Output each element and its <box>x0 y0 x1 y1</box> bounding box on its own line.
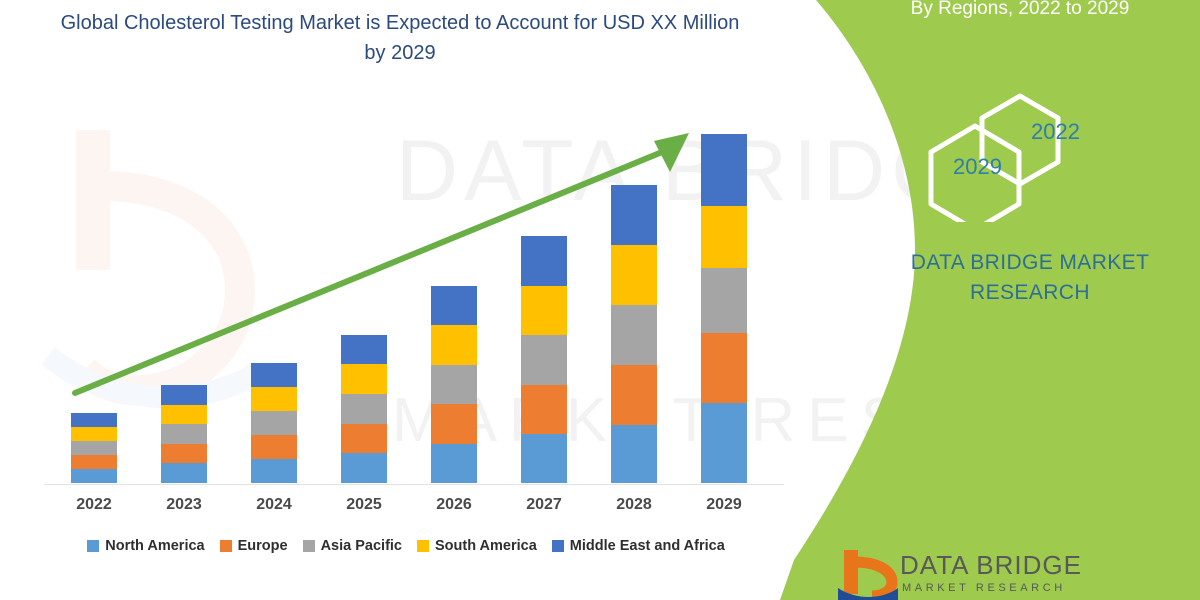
bar-segment[interactable] <box>251 434 297 459</box>
x-axis-line <box>44 484 784 485</box>
bar-segment[interactable] <box>161 385 207 405</box>
legend-item[interactable]: Europe <box>219 538 288 554</box>
hexagon-badge-group: 2022 2029 <box>925 92 1115 233</box>
bridge-logo-icon <box>838 550 898 600</box>
bar-2026[interactable] <box>431 285 477 483</box>
bar-segment[interactable] <box>701 332 747 404</box>
bar-segment[interactable] <box>521 384 567 434</box>
bar-segment[interactable] <box>251 362 297 387</box>
bar-segment[interactable] <box>341 364 387 395</box>
green-side-panel <box>780 0 1200 600</box>
bar-2028[interactable] <box>611 185 657 483</box>
bar-segment[interactable] <box>611 365 657 426</box>
bar-segment[interactable] <box>431 404 477 444</box>
bar-segment[interactable] <box>161 463 207 483</box>
bar-segment[interactable] <box>431 285 477 326</box>
hexagon-label-2029: 2029 <box>953 154 1002 179</box>
bar-segment[interactable] <box>521 286 567 336</box>
legend-item[interactable]: Asia Pacific <box>302 538 402 554</box>
bar-2022[interactable] <box>71 413 117 483</box>
legend-swatch-icon <box>417 540 429 552</box>
bar-segment[interactable] <box>611 185 657 246</box>
company-logo: DATA BRIDGE MARKET RESEARCH <box>838 548 1168 600</box>
company-logo-tagline: MARKET RESEARCH <box>902 582 1066 594</box>
bar-segment[interactable] <box>431 364 477 405</box>
bar-segment[interactable] <box>161 404 207 425</box>
hexagon-label-2022: 2022 <box>1031 119 1080 144</box>
legend-item[interactable]: Middle East and Africa <box>551 538 725 554</box>
chart-area: Global Cholesterol Testing Market is Exp… <box>0 12 820 554</box>
green-panel-shape <box>780 0 1200 600</box>
bar-segment[interactable] <box>251 458 297 483</box>
legend-label: South America <box>435 538 537 554</box>
legend-swatch-icon <box>302 540 315 552</box>
legend-swatch-icon <box>87 540 100 552</box>
bar-2025[interactable] <box>341 334 387 483</box>
bar-segment[interactable] <box>341 334 387 365</box>
legend-item[interactable]: North America <box>87 538 205 554</box>
bar-segment[interactable] <box>71 441 117 456</box>
bar-segment[interactable] <box>521 236 567 287</box>
bar-segment[interactable] <box>71 427 117 442</box>
legend-label: Asia Pacific <box>320 538 402 554</box>
legend-label: Europe <box>237 538 288 554</box>
bar-segment[interactable] <box>71 469 117 483</box>
x-axis-label-2024: 2024 <box>256 496 292 513</box>
panel-brand-block: DATA BRIDGE MARKET RESEARCH <box>880 248 1180 308</box>
legend-label: North America <box>105 538 205 554</box>
bar-2027[interactable] <box>521 236 567 483</box>
panel-brand-line2: RESEARCH <box>970 281 1090 304</box>
x-axis-label-2025: 2025 <box>346 496 382 513</box>
x-axis-label-2029: 2029 <box>706 496 742 513</box>
x-axis-label-2028: 2028 <box>616 496 652 513</box>
chart-title: Global Cholesterol Testing Market is Exp… <box>60 12 740 64</box>
bar-segment[interactable] <box>71 413 117 428</box>
legend-item[interactable]: South America <box>417 538 537 554</box>
bar-segment[interactable] <box>251 410 297 435</box>
chart-plot: 2022 2023 2024 2025 2026 2027 2028 2029 <box>0 133 820 524</box>
bar-segment[interactable] <box>521 433 567 483</box>
company-logo-name: DATA BRIDGE <box>900 550 1082 580</box>
panel-heading: By Regions, 2022 to 2029 <box>910 0 1130 19</box>
bar-segment[interactable] <box>431 325 477 365</box>
bar-segment[interactable] <box>431 443 477 483</box>
bar-segment[interactable] <box>701 134 747 206</box>
bar-segment[interactable] <box>71 455 117 470</box>
bar-segment[interactable] <box>341 394 387 424</box>
x-axis-labels: 2022 2023 2024 2025 2026 2027 2028 2029 <box>0 496 820 524</box>
bar-segment[interactable] <box>341 453 387 483</box>
legend-swatch-icon <box>551 540 564 552</box>
bar-segment[interactable] <box>701 268 747 333</box>
legend-label: Middle East and Africa <box>569 538 725 554</box>
x-axis-label-2027: 2027 <box>526 496 562 513</box>
legend-swatch-icon <box>219 540 232 552</box>
x-axis-label-2026: 2026 <box>436 496 472 513</box>
bar-segment[interactable] <box>611 245 657 306</box>
bar-segment[interactable] <box>701 403 747 483</box>
bar-segment[interactable] <box>611 425 657 483</box>
bar-segment[interactable] <box>251 386 297 411</box>
bar-segment[interactable] <box>161 443 207 464</box>
bar-2024[interactable] <box>251 362 297 483</box>
bar-segment[interactable] <box>611 305 657 366</box>
x-axis-label-2023: 2023 <box>166 496 202 513</box>
chart-legend: North America Europe Asia Pacific South Ame… <box>0 538 812 554</box>
bar-segment[interactable] <box>521 335 567 385</box>
x-axis-label-2022: 2022 <box>76 496 112 513</box>
panel-brand-line1: DATA BRIDGE MARKET <box>910 251 1150 274</box>
bar-2029[interactable] <box>701 134 747 483</box>
bar-segment[interactable] <box>341 423 387 454</box>
bar-2023[interactable] <box>161 385 207 483</box>
bar-segment[interactable] <box>161 424 207 444</box>
bar-segment[interactable] <box>701 205 747 269</box>
